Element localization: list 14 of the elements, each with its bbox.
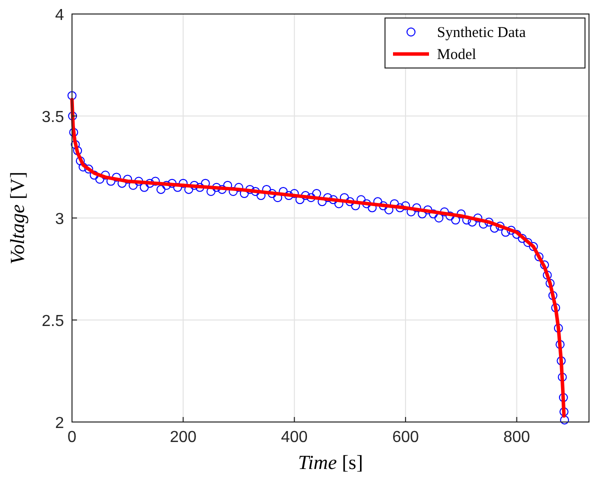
legend-label: Model bbox=[437, 47, 476, 63]
y-tick-label: 3.5 bbox=[42, 109, 64, 126]
y-axis-title: Voltage [V] bbox=[7, 172, 29, 264]
x-axis-title: Time [s] bbox=[298, 452, 364, 474]
y-tick-label: 4 bbox=[55, 7, 64, 24]
x-tick-label: 400 bbox=[281, 429, 308, 446]
x-tick-label: 800 bbox=[503, 429, 530, 446]
x-tick-label: 200 bbox=[170, 429, 197, 446]
legend-label: Synthetic Data bbox=[437, 25, 526, 41]
y-tick-label: 2.5 bbox=[42, 313, 64, 330]
y-tick-label: 2 bbox=[55, 415, 64, 432]
x-tick-label: 0 bbox=[68, 429, 77, 446]
y-tick-label: 3 bbox=[55, 211, 64, 228]
x-tick-label: 600 bbox=[392, 429, 419, 446]
